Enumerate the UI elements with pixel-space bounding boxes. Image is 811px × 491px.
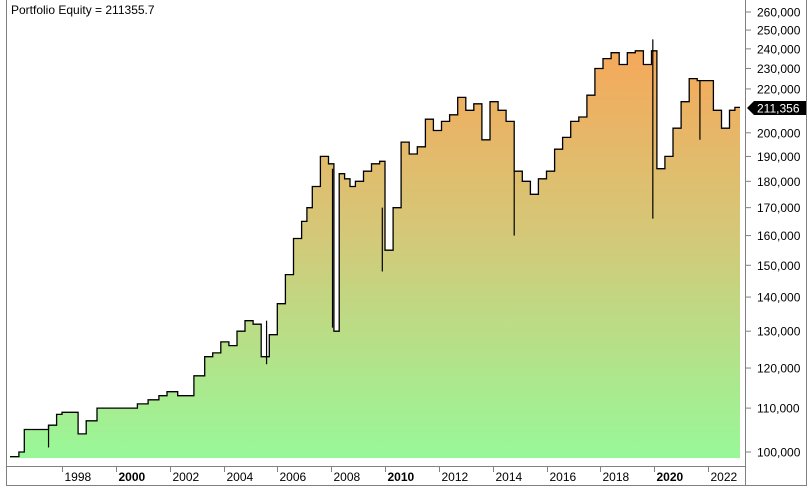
y-tick-label: 220,000 xyxy=(757,82,801,96)
last-value-label: 211,356 xyxy=(757,102,800,116)
equity-line xyxy=(10,50,740,458)
y-tick-label: 110,000 xyxy=(757,402,800,416)
y-tick-label: 140,000 xyxy=(757,291,801,305)
equity-area xyxy=(10,39,740,459)
x-axis: 1998 2000 2002 2004 2006 2008 2010 2012 2014 2016… xyxy=(62,467,738,484)
x-tick-label: 2008 xyxy=(334,470,361,484)
x-tick-label: 2018 xyxy=(603,470,630,484)
y-tick-label: 100,000 xyxy=(757,446,801,460)
y-tick-label: 190,000 xyxy=(757,150,801,164)
y-tick-label: 240,000 xyxy=(757,42,801,56)
x-tick-label: 2000 xyxy=(119,470,146,484)
x-tick-label: 2012 xyxy=(442,470,469,484)
y-tick-label: 250,000 xyxy=(757,24,801,38)
y-tick-label: 150,000 xyxy=(757,259,801,273)
x-tick-label: 2014 xyxy=(496,470,523,484)
y-tick-label: 130,000 xyxy=(757,325,801,339)
y-tick-label: 120,000 xyxy=(757,362,801,376)
chart-frame xyxy=(6,0,807,486)
y-tick-label: 170,000 xyxy=(757,201,801,215)
x-tick-label: 2004 xyxy=(227,470,254,484)
y-tick-label: 180,000 xyxy=(757,175,801,189)
x-tick-label: 1998 xyxy=(65,470,92,484)
y-tick-label: 160,000 xyxy=(757,229,801,243)
x-tick-label: 2010 xyxy=(388,470,415,484)
y-tick-label: 230,000 xyxy=(757,62,801,76)
equity-fill xyxy=(10,50,740,459)
x-tick-label: 2020 xyxy=(657,470,684,484)
x-tick-label: 2002 xyxy=(173,470,200,484)
chart-title: Portfolio Equity = 211355.7 xyxy=(11,3,155,17)
x-tick-label: 2022 xyxy=(711,470,738,484)
last-value-marker xyxy=(747,101,806,115)
last-value-badge: 211,356 xyxy=(747,101,806,116)
y-tick-label: 260,000 xyxy=(757,6,801,20)
x-tick-label: 2006 xyxy=(280,470,307,484)
x-tick-label: 2016 xyxy=(550,470,577,484)
y-tick-label: 200,000 xyxy=(757,126,801,140)
y-axis: 260,000 250,000 240,000 230,000 220,000 200,0… xyxy=(746,6,801,460)
